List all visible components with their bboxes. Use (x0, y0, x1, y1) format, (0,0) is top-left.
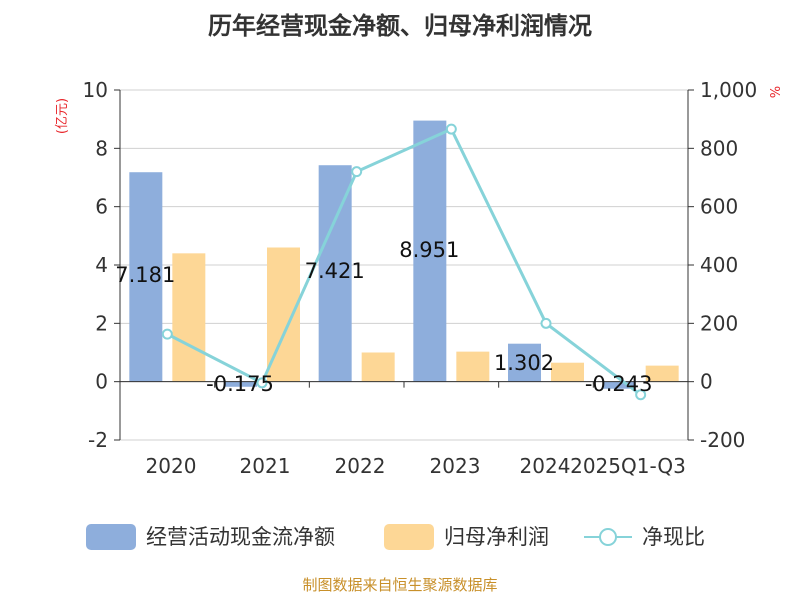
left-tick-label: -2 (88, 428, 108, 452)
bar-net-profit (361, 352, 395, 382)
bar-cashflow (413, 120, 447, 382)
line-point (445, 123, 457, 135)
line-point (256, 377, 268, 389)
data-label: -0.243 (585, 372, 653, 396)
right-tick-label: 600 (700, 195, 738, 219)
bar-cashflow (129, 172, 163, 382)
left-tick-label: 10 (83, 78, 108, 102)
legend-swatch-cashflow (86, 524, 136, 550)
right-tick-label: 1,000 (700, 78, 757, 102)
x-tick-label: 2024 (520, 454, 571, 478)
data-label: 8.951 (399, 238, 459, 262)
bar-net-profit (456, 351, 490, 382)
line-cash-ratio (166, 127, 642, 396)
legend: 经营活动现金流净额 归母净利润 净现比 (86, 524, 705, 550)
right-axis-unit: % (766, 86, 781, 98)
left-tick-label: 4 (95, 253, 108, 277)
data-label: 7.421 (305, 259, 365, 283)
left-tick-label: 0 (95, 370, 108, 394)
chart-title: 历年经营现金净额、归母净利润情况 (208, 12, 592, 40)
data-label: 7.181 (115, 263, 175, 287)
x-tick-label: 2025Q1-Q3 (570, 454, 686, 478)
x-tick-label: 2022 (335, 454, 386, 478)
left-tick-label: 2 (95, 311, 108, 335)
line-point (351, 166, 363, 178)
bar-cashflow (508, 343, 541, 382)
bar-cashflow (602, 381, 636, 389)
x-tick-label: 2023 (430, 454, 481, 478)
line-point (161, 328, 173, 340)
bar-net-profit (172, 253, 206, 382)
bar-net-profit (645, 365, 679, 382)
legend-swatch-net-profit (384, 524, 434, 550)
data-label: 1.302 (494, 351, 554, 375)
right-tick-label: -200 (700, 428, 745, 452)
bar-cashflow (224, 381, 257, 387)
legend-label-net-profit: 归母净利润 (444, 525, 549, 549)
right-tick-label: 200 (700, 311, 738, 335)
line-point (540, 317, 552, 329)
left-axis-unit: (亿元) (55, 98, 70, 134)
bar-net-profit (551, 362, 584, 382)
right-tick-label: 800 (700, 136, 738, 160)
data-label: -0.175 (206, 372, 274, 396)
right-tick-label: 0 (700, 370, 713, 394)
line-point (635, 389, 647, 401)
legend-label-cash-ratio: 净现比 (642, 525, 705, 549)
legend-label-cashflow: 经营活动现金流净额 (146, 525, 335, 549)
x-tick-label: 2020 (146, 454, 197, 478)
x-tick-label: 2021 (240, 454, 291, 478)
bar-cashflow (318, 165, 352, 382)
left-tick-label: 8 (95, 136, 108, 160)
legend-swatch-marker (599, 528, 617, 546)
left-tick-label: 6 (95, 195, 108, 219)
right-tick-label: 400 (700, 253, 738, 277)
source-note: 制图数据来自恒生聚源数据库 (302, 576, 497, 594)
